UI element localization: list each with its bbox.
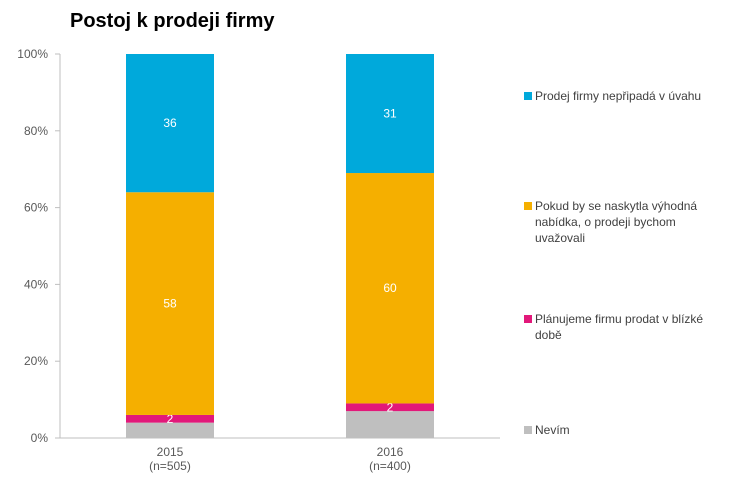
data-label: 2 — [167, 412, 174, 426]
x-category-label: (n=400) — [369, 459, 411, 473]
chart-title: Postoj k prodeji firmy — [70, 10, 275, 32]
y-tick-label: 40% — [24, 277, 48, 291]
legend-swatch — [524, 426, 532, 434]
bar-segment — [346, 173, 434, 404]
legend-swatch — [524, 315, 532, 323]
legend-label-line: době — [535, 328, 562, 342]
legend-label: Prodej firmy nepřipadá v úvahu — [535, 88, 725, 104]
bar-segment — [126, 54, 214, 193]
bar-segment — [346, 54, 434, 174]
x-category-label: 2016 — [377, 445, 404, 459]
data-label: 31 — [383, 107, 397, 121]
legend-label: Nevím — [535, 422, 725, 438]
y-tick-label: 60% — [24, 201, 48, 215]
legend: Prodej firmy nepřipadá v úvahu Pokud by s… — [524, 0, 730, 488]
legend-label: Plánujeme firmu prodat v blízké době — [535, 311, 725, 343]
legend-label-line: Nevím — [535, 423, 570, 437]
data-label: 2 — [387, 400, 394, 414]
data-label: 58 — [163, 297, 177, 311]
bar-segment — [346, 403, 434, 412]
legend-label-line: Pokud by se naskytla výhodná — [535, 199, 698, 213]
legend-swatch — [524, 202, 532, 210]
y-tick-label: 0% — [31, 431, 49, 445]
bar-segment — [126, 192, 214, 415]
x-category-label: 2015 — [157, 445, 184, 459]
y-tick-label: 100% — [17, 47, 48, 61]
legend-swatch — [524, 92, 532, 100]
bar-segment — [126, 414, 214, 423]
bar-segment — [346, 411, 434, 438]
y-tick-label: 20% — [24, 354, 48, 368]
x-category-label: (n=505) — [149, 459, 191, 473]
legend-label: Pokud by se naskytla výhodná nabídka, o p… — [535, 198, 725, 246]
y-tick-label: 80% — [24, 124, 48, 138]
data-label: 60 — [383, 281, 397, 295]
bar-segment — [126, 422, 214, 438]
legend-label-line: uvažovali — [535, 231, 586, 245]
data-label: 36 — [163, 116, 177, 130]
legend-label-line: Prodej firmy nepřipadá v úvahu — [535, 89, 702, 103]
legend-label-line: Plánujeme firmu prodat v blízké — [535, 312, 704, 326]
legend-label-line: nabídka, o prodeji bychom — [535, 215, 676, 229]
